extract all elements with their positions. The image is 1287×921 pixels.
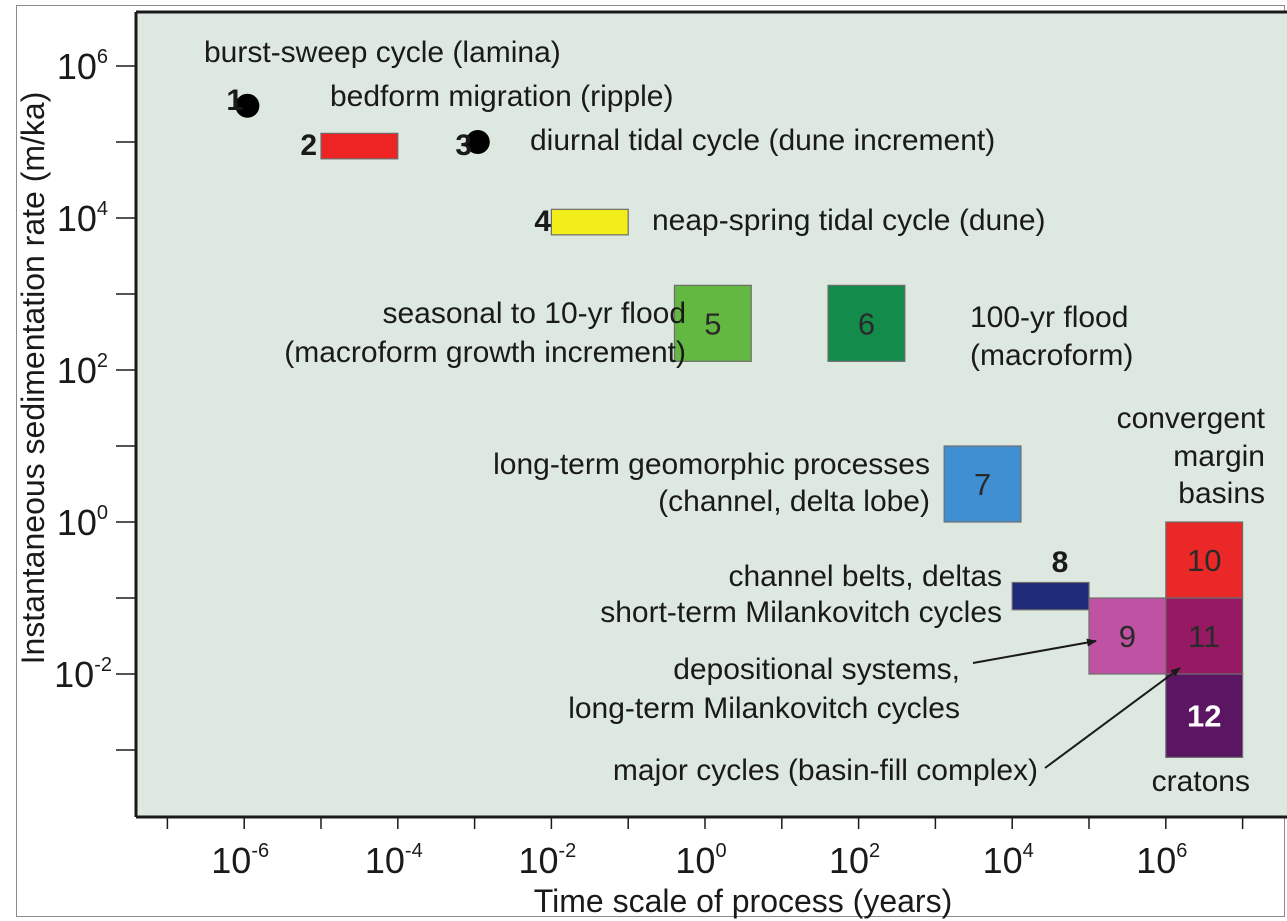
- y-tick-label: 10-2: [54, 654, 112, 695]
- annotation-9: (channel, delta lobe): [658, 485, 930, 518]
- box-9: [1088, 597, 1167, 675]
- box-label-2: 2: [300, 129, 317, 162]
- box-5: [673, 284, 752, 362]
- point-label-1: 1: [226, 84, 243, 117]
- arrow-depositional-systems: [972, 638, 1097, 664]
- annotation-15: convergent: [1117, 402, 1266, 435]
- y-tick-label: 100: [57, 502, 108, 543]
- box-2: [320, 132, 399, 160]
- annotation-3: neap-spring tidal cycle (dune): [652, 204, 1046, 237]
- annotation-13: long-term Milankovitch cycles: [568, 692, 960, 725]
- annotation-14: major cycles (basin-fill complex): [613, 754, 1038, 787]
- annotation-6: 100-yr flood: [970, 301, 1128, 334]
- y-tick-label: 106: [57, 46, 108, 87]
- x-tick-label: 106: [1136, 840, 1187, 881]
- annotation-8: long-term geomorphic processes: [493, 448, 930, 481]
- annotation-10: channel belts, deltas: [728, 560, 1002, 593]
- box-label-5: 5: [704, 306, 721, 341]
- annotation-0: burst-sweep cycle (lamina): [204, 36, 561, 69]
- y-tick-label: 104: [57, 198, 108, 239]
- x-tick-label: 10-2: [518, 840, 576, 881]
- x-tick-label: 104: [983, 840, 1034, 881]
- box-10: [1165, 521, 1244, 599]
- annotation-12: depositional systems,: [673, 653, 960, 686]
- x-tick-label: 10-6: [211, 840, 269, 881]
- annotation-1: bedform migration (ripple): [330, 80, 673, 113]
- box-6: [827, 284, 906, 362]
- box-label-10: 10: [1187, 543, 1221, 578]
- box-label-6: 6: [858, 306, 875, 341]
- annotation-17: basins: [1178, 477, 1265, 510]
- arrow-major-cycles: [1044, 667, 1181, 769]
- box-7: [943, 445, 1022, 523]
- annotation-4: seasonal to 10-yr flood: [382, 297, 686, 330]
- annotation-11: short-term Milankovitch cycles: [600, 596, 1002, 629]
- x-axis-title: Time scale of process (years): [534, 883, 952, 919]
- point-label-3: 3: [455, 129, 472, 162]
- point-1: [235, 93, 260, 118]
- box-label-12: 12: [1187, 699, 1221, 734]
- box-label-9: 9: [1119, 619, 1136, 654]
- box-label-8: 8: [1052, 546, 1069, 579]
- x-tick-label: 102: [829, 840, 880, 881]
- annotation-5: (macroform growth increment): [284, 336, 686, 369]
- annotation-2: diurnal tidal cycle (dune increment): [530, 124, 995, 157]
- annotation-18: cratons: [1152, 765, 1250, 798]
- box-4: [550, 208, 629, 236]
- box-12: [1165, 673, 1244, 758]
- annotation-7: (macroform): [970, 339, 1133, 372]
- x-tick-label: 10-4: [365, 840, 423, 881]
- box-8: [1011, 581, 1090, 611]
- point-3: [465, 130, 490, 154]
- box-label-7: 7: [974, 467, 991, 502]
- y-tick-label: 102: [57, 350, 108, 391]
- annotation-16: margin: [1173, 440, 1265, 473]
- box-label-11: 11: [1188, 619, 1220, 654]
- x-tick-label: 100: [675, 840, 726, 881]
- y-axis-title: Instantaneous sedimentation rate (m/ka): [15, 92, 51, 665]
- box-label-4: 4: [534, 205, 551, 238]
